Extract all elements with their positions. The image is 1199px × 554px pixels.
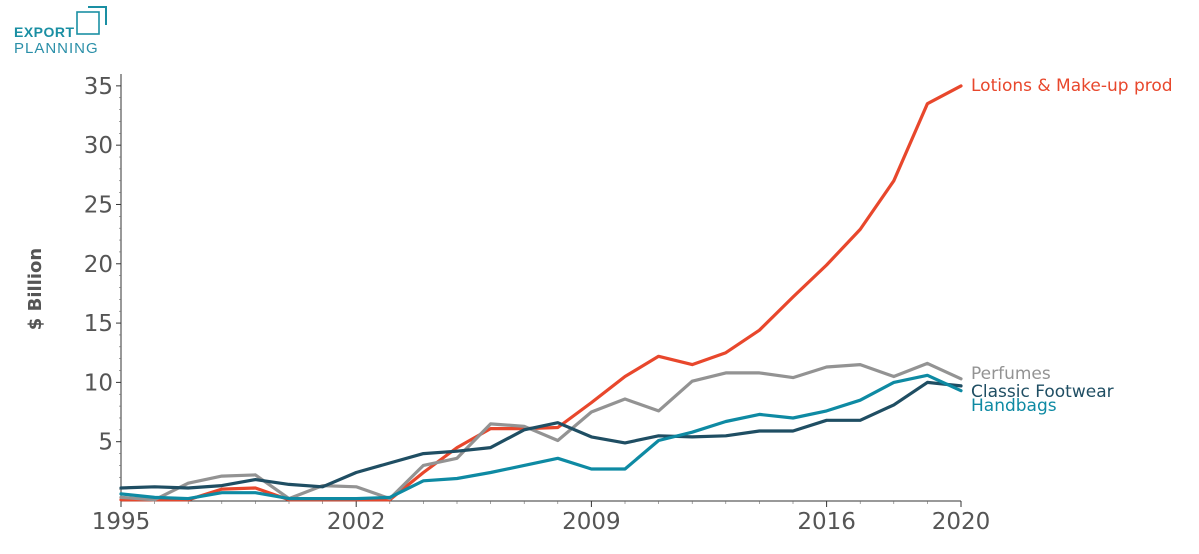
y-tick-label: 20 [84, 252, 113, 278]
y-axis-ticks: 5 10 15 20 25 30 35 [84, 74, 121, 490]
series-label: Lotions & Make-up prod [971, 76, 1173, 96]
y-tick-label: 30 [84, 133, 113, 159]
series-lines [119, 84, 963, 502]
series-line-classic-footwear [119, 380, 963, 490]
x-tick-label: 2009 [562, 509, 621, 535]
x-axis-ticks: 1995 2002 2009 2016 2020 [92, 501, 991, 535]
y-axis-title: $ Billion [25, 248, 46, 330]
x-tick-label: 2020 [932, 509, 991, 535]
x-tick-label: 2016 [797, 509, 856, 535]
x-tick-label: 1995 [92, 509, 151, 535]
series-label: Perfumes [971, 364, 1051, 384]
y-tick-label: 35 [84, 74, 113, 100]
y-tick-label: 5 [98, 430, 113, 456]
y-tick-label: 15 [84, 311, 113, 337]
series-line-handbags [119, 373, 963, 501]
logo-line1: EXPORT [14, 24, 75, 40]
logo-line2: PLANNING [14, 40, 99, 57]
logo: EXPORT PLANNING [14, 6, 107, 57]
logo-mark-icon [76, 6, 107, 35]
axes [120, 74, 961, 502]
series-line-lotions-make-up-prod [119, 84, 963, 502]
series-label: Handbags [971, 396, 1057, 416]
series-line-perfumes [119, 361, 963, 502]
series-label: Classic Footwear [971, 382, 1114, 402]
y-tick-label: 10 [84, 370, 113, 396]
y-tick-label: 25 [84, 192, 113, 218]
x-tick-label: 2002 [327, 509, 386, 535]
